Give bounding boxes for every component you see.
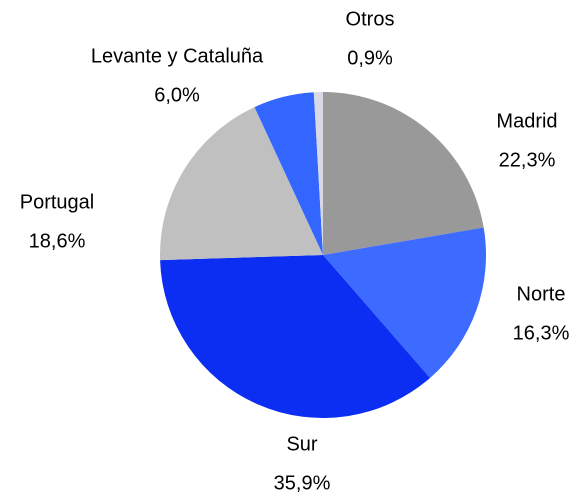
pie-slice xyxy=(160,255,431,418)
slice-value-label: 22,3% xyxy=(499,149,556,171)
slice-label: Sur xyxy=(286,433,317,455)
slice-value-label: 6,0% xyxy=(154,84,200,106)
pie-slice xyxy=(159,107,323,261)
slice-label: Levante y Cataluña xyxy=(91,45,264,67)
pie-slice xyxy=(323,92,484,255)
pie-slice xyxy=(313,92,323,255)
slice-label: Madrid xyxy=(496,110,557,132)
slice-value-label: 16,3% xyxy=(513,322,570,344)
pie-slice xyxy=(254,92,323,255)
pie-slice xyxy=(323,227,486,378)
slice-label: Otros xyxy=(346,8,395,30)
slice-value-label: 35,9% xyxy=(274,472,331,494)
slice-label: Norte xyxy=(517,283,566,305)
slice-label: Portugal xyxy=(20,191,95,213)
slice-value-label: 18,6% xyxy=(29,230,86,252)
slice-value-label: 0,9% xyxy=(347,47,393,69)
